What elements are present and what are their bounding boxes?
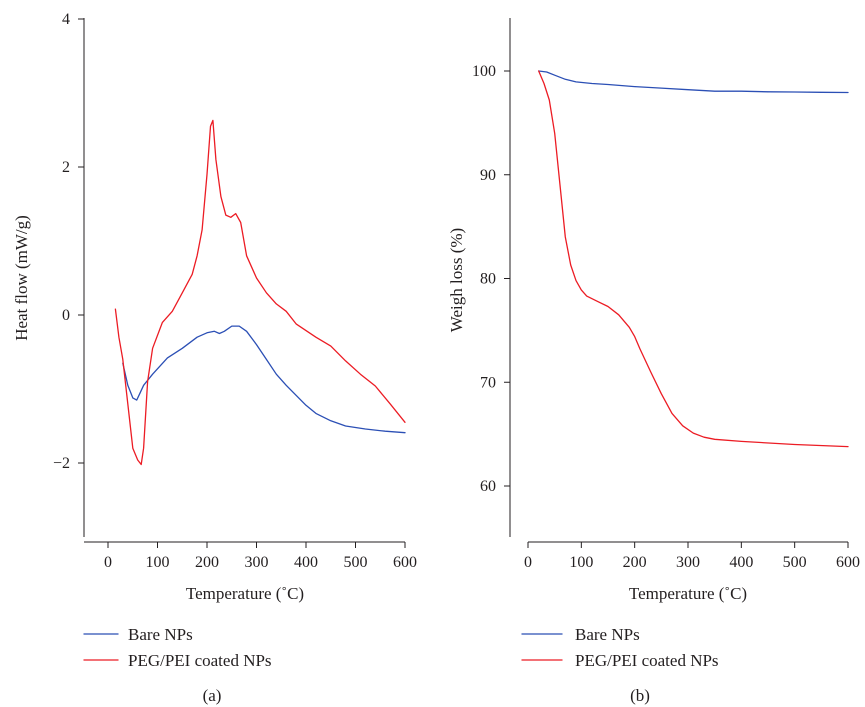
panel-a-legend: Bare NPs PEG/PEI coated NPs	[83, 625, 272, 670]
panel-a-y-ticks: −2 0 2 4	[53, 11, 84, 472]
panel-a-y-tick-label: 0	[62, 307, 70, 324]
panel-b-legend-label-coated: PEG/PEI coated NPs	[575, 651, 719, 670]
panel-a-y-tick-label: 4	[62, 11, 70, 28]
panel-a-x-tick-label: 400	[294, 554, 318, 571]
panel-b-y-axis-title: Weigh loss (%)	[447, 228, 466, 332]
panel-a-x-tick-label: 100	[146, 554, 170, 571]
panel-b-x-ticks: 0 100 200 300 400 500 600	[524, 542, 860, 571]
panel-a-legend-label-coated: PEG/PEI coated NPs	[128, 651, 272, 670]
panel-b-x-tick-label: 300	[676, 554, 700, 571]
panel-a-x-tick-label: 300	[245, 554, 269, 571]
panel-b-y-tick-label: 90	[480, 167, 496, 184]
panel-a-series-peg-pei-coated-nps	[114, 119, 406, 466]
panel-b-label: (b)	[630, 686, 650, 705]
panel-b-legend-label-bare: Bare NPs	[575, 625, 640, 644]
panel-b-y-tick-label: 80	[480, 271, 496, 288]
panel-a-y-tick-label: −2	[53, 455, 70, 472]
panel-b-y-tick-label: 100	[472, 63, 496, 80]
panel-a-y-axis-title: Heat flow (mW/g)	[12, 215, 31, 341]
panel-a-x-tick-label: 200	[195, 554, 219, 571]
panel-b-x-axis-title: Temperature (˚C)	[629, 584, 747, 603]
panel-b-y-tick-label: 60	[480, 478, 496, 495]
panel-b-y-ticks: 60 70 80 90 100	[472, 63, 510, 495]
panel-b-x-tick-label: 100	[569, 554, 593, 571]
panel-a-x-axis-title: Temperature (˚C)	[186, 584, 304, 603]
panel-a-legend-label-bare: Bare NPs	[128, 625, 193, 644]
panel-a-x-ticks: 0 100 200 300 400 500 600	[104, 542, 417, 571]
panel-b-x-tick-label: 600	[836, 554, 860, 571]
panel-b-y-tick-label: 70	[480, 374, 496, 391]
panel-b-x-tick-label: 400	[729, 554, 753, 571]
panel-a-y-tick-label: 2	[62, 159, 70, 176]
panel-a-x-tick-label: 0	[104, 554, 112, 571]
panel-b-legend: Bare NPs PEG/PEI coated NPs	[521, 625, 719, 670]
panel-b-series-peg-pei-coated-nps	[538, 70, 849, 448]
panel-b-series-bare-nps	[538, 70, 849, 94]
panel-a-x-tick-label: 600	[393, 554, 417, 571]
panel-b-series	[538, 70, 849, 448]
panel-a-series-bare-nps	[122, 325, 406, 434]
panel-a-series	[114, 119, 406, 466]
panel-a: 0 100 200 300 400 500 600 −2 0 2 4 Temperature (˚…	[12, 11, 417, 705]
panel-b: 0 100 200 300 400 500 600 60 70 80 90 100 Temperat…	[447, 18, 860, 705]
panel-b-x-tick-label: 0	[524, 554, 532, 571]
panel-b-x-tick-label: 200	[623, 554, 647, 571]
panel-b-x-tick-label: 500	[783, 554, 807, 571]
panel-a-x-tick-label: 500	[344, 554, 368, 571]
panel-a-label: (a)	[203, 686, 222, 705]
